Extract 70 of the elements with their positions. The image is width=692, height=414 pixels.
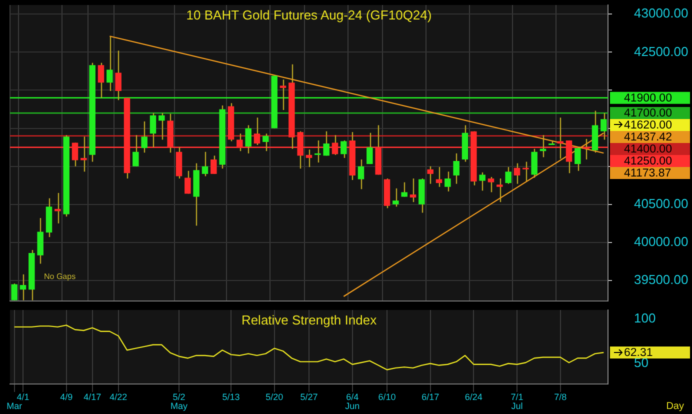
candlestick [531,148,538,178]
chart-title: Relative Strength Index [241,312,378,328]
candlestick [210,155,217,175]
candlestick [11,282,18,301]
ref-line-label: 41900.00 [624,92,672,105]
x-tick-label: Mar [6,400,22,411]
candlestick [98,62,104,98]
x-tick-label: 4/22 [110,392,128,402]
candlestick [427,166,434,184]
candlestick [245,124,252,154]
candlestick [444,171,451,192]
x-tick-label: 4/17 [84,392,102,402]
candlestick [132,134,139,167]
candlestick [600,112,607,140]
x-tick-label: 4/1 [16,392,30,402]
candlestick [280,78,286,111]
text: Day [666,401,684,412]
candlestick [184,170,191,194]
y-tick-label: 100 [634,310,656,326]
x-tick-label: 6/4 Jun [345,392,360,411]
candlestick [488,176,494,193]
candlestick [37,217,44,264]
text: 41620.00 [624,120,672,132]
x-tick-label: 5/27 [300,392,318,402]
candlestick [150,112,156,148]
x-tick-label: 7/1 Jul [510,392,524,411]
candlestick [323,130,330,156]
candlestick [115,50,122,101]
ref-line-label: 41400.00 [624,144,672,156]
x-tick-label: 5/20 [266,392,284,402]
y-tick-label: 40000.00 [634,234,688,249]
data-label: 41173.87 [624,168,672,180]
x-tick-label: 4/9 [60,392,73,402]
candlestick [505,166,512,184]
candlestick [496,178,503,203]
candlestick [514,162,520,184]
x-tick-label: 7/8 [554,392,567,402]
ref-line-label: 41700.00 [624,108,672,120]
candlestick [479,172,486,192]
candlestick [158,112,165,140]
x-tick-label: 6/24 [464,392,482,402]
candlestick [202,151,208,177]
candlestick [410,178,416,203]
candlestick [392,188,399,208]
candlestick [340,140,347,159]
candlestick [522,161,529,182]
x-tick-label: 6/17 [422,392,440,402]
ref-line-label: 41250.00 [624,156,672,168]
candlestick [106,36,113,92]
candlestick [358,158,364,190]
candlestick [141,120,148,154]
chart-title: 10 BAHT Gold Futures Aug-24 (GF10Q24) [186,8,432,23]
candlestick [366,132,373,165]
candlestick [401,182,408,198]
candlestick [314,140,321,164]
data-label: 62.31 [624,347,653,360]
candlestick [54,192,61,224]
candlestick [453,152,460,184]
x-tick-label: 6/10 [378,392,396,402]
y-tick-label: 40500.00 [634,196,688,211]
annotation: No Gaps [44,272,76,281]
candlestick [20,274,26,301]
candlestick [574,146,581,172]
y-tick-label: 39500.00 [634,272,688,288]
candlestick [262,132,269,152]
x-tick-label: 5/13 [222,392,240,402]
y-tick-label: 42500.00 [634,44,688,59]
x-tick-label: 5/2 May [170,392,188,411]
data-label: 41437.42 [624,132,672,144]
y-tick-label: 43000.00 [634,6,688,21]
